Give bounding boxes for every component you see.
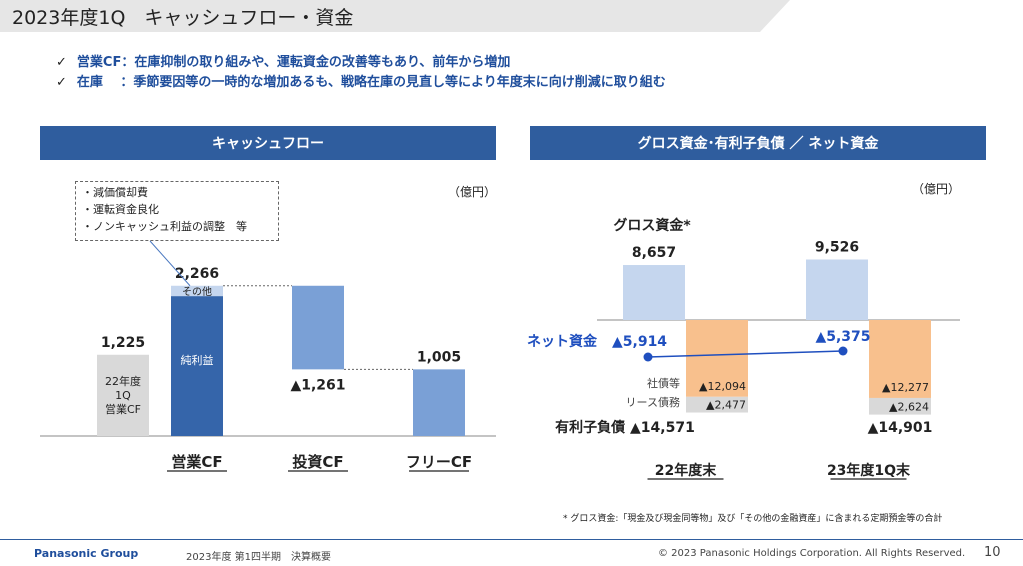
footer-copyright: © 2023 Panasonic Holdings Corporation. A… [658, 548, 966, 559]
brand-logo-text: Panasonic Group [34, 547, 139, 560]
bonds-bar [686, 320, 748, 397]
bullet-text: 在庫 ：季節要因等の一時的な増加あるも、戦略在庫の見直し等により年度末に向け削減… [76, 75, 666, 90]
footer-doc-title: 2023年度 第1四半期 決算概要 [186, 552, 331, 563]
gross-funds-series-label: グロス資金* [613, 217, 691, 234]
reference-inner-label: 営業CF [105, 402, 141, 416]
bullet-operating-cf: ✓ 営業CF：在庫抑制の取り組みや、運転資金の改善等もあり、前年から増加 [56, 51, 510, 70]
funds-unit-label: （億円） [912, 182, 961, 196]
note-leader-line [149, 240, 191, 287]
lease-bar [686, 396, 748, 413]
investing-cf-bar [292, 285, 344, 370]
net-funds-value-label: ▲5,914 [612, 334, 667, 350]
note-item: ・ノンキャッシュ利益の調整 等 [82, 220, 247, 233]
reference-inner-label: 22年度 [105, 374, 141, 388]
debt-total-label: 有利子負債 ▲14,571 [555, 419, 695, 436]
gross-funds-value-label: 8,657 [632, 245, 676, 261]
bullet-text: 営業CF：在庫抑制の取り組みや、運転資金の改善等もあり、前年から増加 [76, 55, 511, 70]
bonds-bar [869, 320, 931, 398]
funds-category-label: 23年度1Q末 [827, 462, 911, 479]
bullet-inventory: ✓ 在庫 ：季節要因等の一時的な増加あるも、戦略在庫の見直し等により年度末に向け削… [56, 71, 666, 90]
cashflow-category-label: フリーCF [406, 453, 472, 471]
investing-cf-label: ▲1,261 [290, 377, 345, 393]
lease-value-label: ▲2,477 [706, 399, 746, 412]
net-funds-point [643, 352, 653, 362]
cashflow-category-label: 投資CF [292, 453, 343, 471]
title-bar-slant [760, 0, 1023, 32]
gross-funds-footnote: * グロス資金:「現金及び現金同等物」及び「その他の金融資産」に含まれる定期預金… [563, 514, 943, 524]
lease-bar [869, 397, 931, 415]
free-cf-label: 1,005 [417, 349, 461, 365]
operating-cf-other-label: その他 [182, 285, 212, 298]
bonds-value-label: ▲12,277 [882, 381, 929, 394]
funds-panel-header: グロス資金･有利子負債 ／ ネット資金 [530, 126, 986, 160]
operating-cf-total-label: 2,266 [175, 266, 219, 282]
gross-funds-bar [806, 259, 868, 320]
cashflow-unit-label: （億円） [448, 185, 497, 199]
net-funds-point [838, 346, 848, 356]
note-item: ・減価償却費 [82, 186, 148, 199]
lease-series-label: リース債務 [626, 395, 680, 409]
lease-value-label: ▲2,624 [889, 401, 929, 414]
check-icon: ✓ [56, 75, 67, 90]
operating-cf-other-bar [171, 285, 223, 297]
reference-value-label: 1,225 [101, 335, 145, 351]
cashflow-category-label: 営業CF [171, 453, 222, 471]
funds-category-label: 22年度末 [655, 462, 717, 479]
bonds-series-label: 社債等 [647, 376, 680, 390]
cashflow-panel-header: キャッシュフロー [40, 126, 496, 160]
page-number: 10 [984, 545, 1001, 560]
debt-total-label: ▲14,901 [868, 420, 933, 436]
check-icon: ✓ [56, 55, 67, 70]
net-funds-line [647, 350, 844, 358]
bonds-value-label: ▲12,094 [699, 380, 746, 393]
operating-cf-net-income-label: 純利益 [181, 353, 214, 367]
operating-cf-net-income-bar [171, 296, 223, 436]
note-item: ・運転資金良化 [82, 203, 159, 216]
gross-funds-value-label: 9,526 [815, 240, 859, 256]
reference-inner-label: 1Q [115, 389, 131, 402]
net-funds-series-label: ネット資金 [527, 333, 598, 350]
net-funds-value-label: ▲5,375 [815, 329, 870, 345]
page-title: 2023年度1Q キャッシュフロー・資金 [12, 7, 354, 29]
free-cf-bar [413, 369, 465, 436]
footer-divider [0, 539, 1023, 540]
reference-bar [97, 354, 149, 436]
gross-funds-bar [623, 265, 685, 320]
cashflow-note-box: ・減価償却費 ・運転資金良化 ・ノンキャッシュ利益の調整 等 [75, 181, 279, 241]
